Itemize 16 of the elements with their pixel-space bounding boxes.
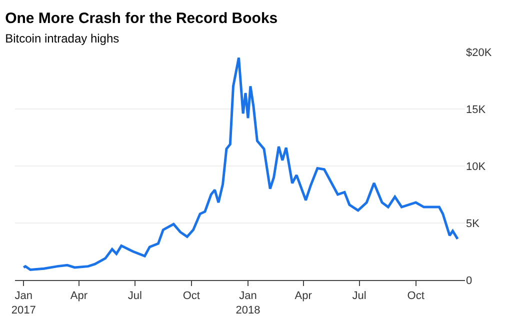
y-tick-label: $20K: [466, 46, 492, 59]
y-tick-label: 5K: [466, 218, 480, 230]
x-tick-label: Apr: [294, 290, 312, 302]
line-series: [22, 56, 459, 271]
x-tick-label: Jan 2017: [11, 290, 36, 316]
y-tick-label: 0: [466, 274, 472, 287]
chart-title: One More Crash for the Record Books: [5, 10, 278, 28]
chart-subtitle: Bitcoin intraday highs: [5, 32, 120, 46]
y-tick-label: 15K: [466, 104, 486, 116]
y-tick-label: 10K: [466, 160, 486, 173]
x-tick-label: Apr: [70, 290, 88, 302]
x-tick-label: Jul: [128, 290, 142, 302]
x-tick-label: Oct: [407, 290, 424, 302]
x-tick-label: Oct: [182, 290, 200, 302]
x-tick-label: Jan 2018: [236, 290, 260, 316]
x-tick-label: Jul: [352, 290, 366, 302]
